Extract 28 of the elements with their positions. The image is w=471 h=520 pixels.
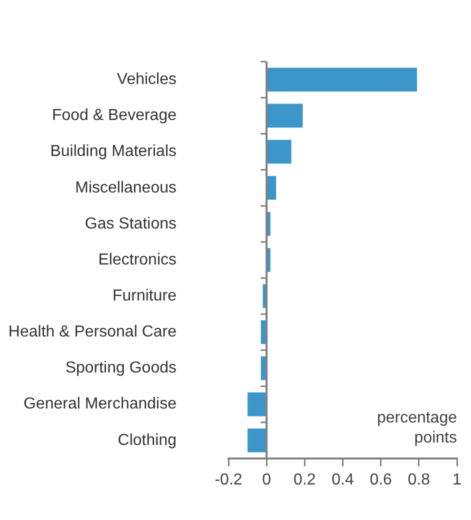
bar bbox=[267, 248, 270, 272]
x-tick-label: 1 bbox=[452, 471, 462, 488]
y-tick-label: Vehicles bbox=[116, 71, 176, 88]
bar bbox=[267, 104, 303, 128]
y-tick-label: Food & Beverage bbox=[52, 107, 177, 124]
bar bbox=[267, 212, 270, 236]
y-tick-label: Gas Stations bbox=[84, 215, 176, 232]
bar bbox=[267, 68, 418, 92]
bar bbox=[248, 428, 266, 452]
bar bbox=[260, 320, 266, 344]
y-tick-label: General Merchandise bbox=[24, 396, 177, 413]
x-tick-label: 0 bbox=[262, 471, 272, 488]
annotation: percentage points bbox=[376, 409, 458, 446]
y-tick-label: Electronics bbox=[98, 251, 176, 268]
y-tick-label: Health & Personal Care bbox=[8, 324, 177, 341]
y-tick-label: Building Materials bbox=[50, 143, 176, 160]
y-tick-label: Clothing bbox=[118, 432, 176, 449]
y-tick-label: Furniture bbox=[112, 287, 177, 304]
bar bbox=[267, 176, 276, 200]
bar bbox=[267, 140, 292, 164]
x-tick-label: 0.8 bbox=[408, 471, 430, 488]
bar bbox=[248, 392, 266, 416]
x-tick-label: 0.6 bbox=[370, 471, 392, 488]
y-tick-label: Miscellaneous bbox=[75, 179, 176, 196]
x-tick-label: 0.4 bbox=[332, 471, 354, 488]
y-tick-label: Sporting Goods bbox=[65, 360, 176, 377]
x-tick-label: -0.2 bbox=[214, 471, 242, 488]
x-tick-label: 0.2 bbox=[294, 471, 316, 488]
